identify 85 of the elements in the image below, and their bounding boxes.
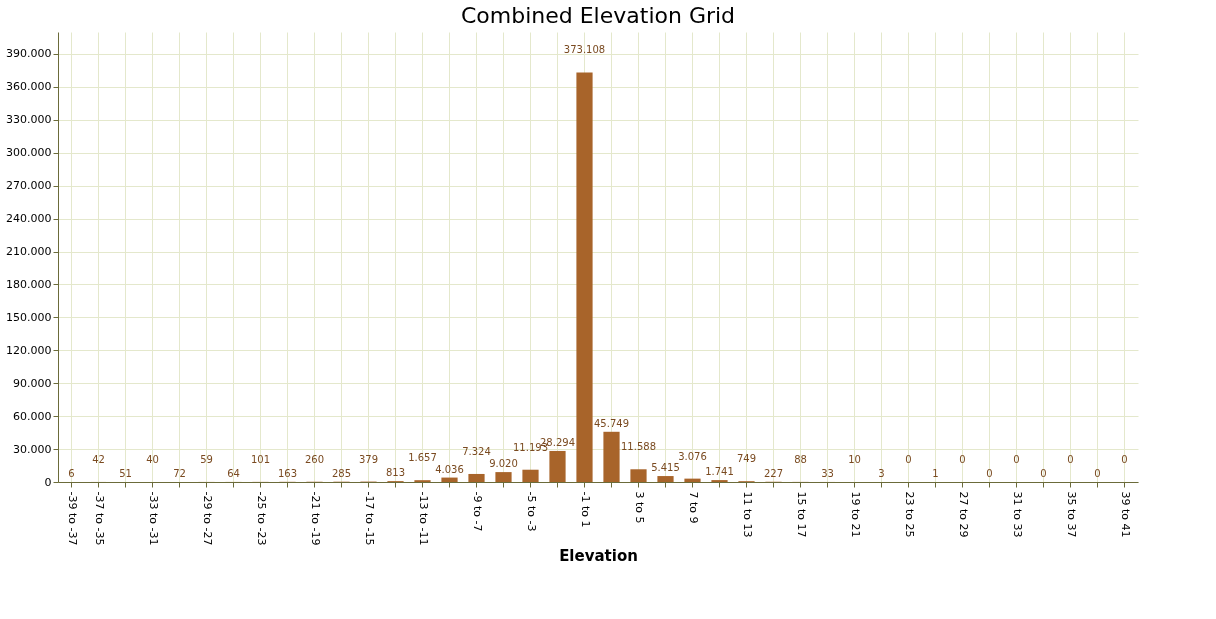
data-label: 1 bbox=[932, 468, 939, 479]
data-label: 4.036 bbox=[435, 463, 464, 475]
data-label: 45.749 bbox=[594, 417, 629, 429]
x-tick-label: 15 to 17 bbox=[794, 491, 808, 538]
data-label: 0 bbox=[1094, 468, 1101, 479]
bar bbox=[684, 478, 701, 482]
data-label: 5.415 bbox=[651, 462, 680, 474]
data-label: 64 bbox=[227, 467, 240, 479]
data-label: 0 bbox=[1121, 454, 1128, 465]
data-label: 163 bbox=[277, 467, 298, 479]
data-label: 1.741 bbox=[705, 466, 734, 478]
y-tick-label: 60.000 bbox=[13, 409, 52, 423]
x-tick-label: -1 to 1 bbox=[578, 491, 592, 528]
y-tick-label: 150.000 bbox=[6, 310, 52, 324]
data-label: 40 bbox=[146, 453, 159, 465]
y-tick-label: 300.000 bbox=[6, 146, 52, 160]
data-label: 0 bbox=[959, 454, 966, 465]
data-label: 6 bbox=[68, 467, 75, 479]
bar bbox=[441, 477, 458, 482]
data-label: 0 bbox=[986, 468, 993, 479]
data-label: 379 bbox=[358, 453, 379, 465]
data-label: 749 bbox=[736, 453, 757, 465]
data-label: 59 bbox=[200, 453, 213, 465]
bar bbox=[576, 72, 593, 482]
x-tick-label: -37 to -35 bbox=[92, 491, 106, 546]
y-tick-label: 30.000 bbox=[13, 442, 52, 456]
data-label: 813 bbox=[385, 467, 406, 479]
data-label: 9.020 bbox=[489, 458, 518, 470]
y-tick-label: 120.000 bbox=[6, 343, 52, 357]
data-label: 0 bbox=[1040, 468, 1047, 479]
x-tick-label: 19 to 21 bbox=[848, 491, 862, 538]
bar bbox=[495, 472, 512, 482]
x-tick-label: 27 to 29 bbox=[956, 491, 970, 538]
data-label: 227 bbox=[763, 467, 784, 479]
data-label: 101 bbox=[250, 453, 271, 465]
x-tick-label: 35 to 37 bbox=[1064, 491, 1078, 538]
bar bbox=[549, 450, 566, 482]
y-tick-label: 390.000 bbox=[6, 47, 52, 61]
x-tick-label: -13 to -11 bbox=[416, 491, 430, 546]
x-tick-label: -9 to -7 bbox=[470, 491, 484, 532]
y-tick-label: 180.000 bbox=[6, 277, 52, 291]
data-label: 10 bbox=[848, 453, 861, 465]
data-label: 0 bbox=[905, 454, 912, 465]
data-label: 1.657 bbox=[408, 452, 437, 464]
data-label: 11.588 bbox=[621, 441, 656, 453]
y-tick-label: 90.000 bbox=[13, 376, 52, 390]
data-label: 72 bbox=[173, 467, 186, 479]
bar bbox=[468, 473, 485, 482]
data-label: 3 bbox=[878, 468, 885, 479]
x-tick-label: 3 to 5 bbox=[632, 491, 646, 524]
x-tick-label: -25 to -23 bbox=[254, 491, 268, 546]
x-tick-label: -33 to -31 bbox=[146, 491, 160, 546]
data-label: 285 bbox=[331, 467, 352, 479]
bar bbox=[630, 469, 647, 482]
y-tick-label: 330.000 bbox=[6, 113, 52, 127]
chart-title: Combined Elevation Grid bbox=[460, 3, 736, 28]
x-tick-label: 7 to 9 bbox=[686, 491, 700, 524]
y-tick-label: 0 bbox=[44, 475, 52, 489]
x-tick-label: -21 to -19 bbox=[308, 491, 322, 546]
x-axis-title: Elevation bbox=[559, 547, 638, 566]
data-label: 260 bbox=[304, 453, 325, 465]
x-tick-label: -39 to -37 bbox=[65, 491, 79, 546]
x-tick-label: 23 to 25 bbox=[902, 491, 916, 538]
x-tick-label: -5 to -3 bbox=[524, 491, 538, 532]
y-tick-label: 270.000 bbox=[6, 179, 52, 193]
x-tick-label: 31 to 33 bbox=[1010, 491, 1024, 538]
data-label: 88 bbox=[794, 453, 807, 465]
data-label: 373.108 bbox=[563, 44, 606, 56]
x-tick-label: 11 to 13 bbox=[740, 491, 754, 538]
y-tick-label: 360.000 bbox=[6, 80, 52, 94]
bar bbox=[603, 431, 620, 482]
y-tick-label: 240.000 bbox=[6, 212, 52, 226]
bar bbox=[522, 469, 539, 482]
bar bbox=[657, 476, 674, 482]
data-label: 7.324 bbox=[462, 445, 491, 457]
x-tick-label: -29 to -27 bbox=[200, 491, 214, 546]
y-tick-label: 210.000 bbox=[6, 245, 52, 259]
x-tick-label: -17 to -15 bbox=[362, 491, 376, 546]
data-label: 42 bbox=[92, 453, 105, 465]
data-label: 0 bbox=[1013, 454, 1020, 465]
data-label: 3.076 bbox=[678, 450, 707, 462]
x-tick-label: 39 to 41 bbox=[1118, 491, 1132, 538]
data-label: 33 bbox=[821, 467, 834, 479]
data-label: 0 bbox=[1067, 454, 1074, 465]
data-label: 51 bbox=[119, 467, 132, 479]
